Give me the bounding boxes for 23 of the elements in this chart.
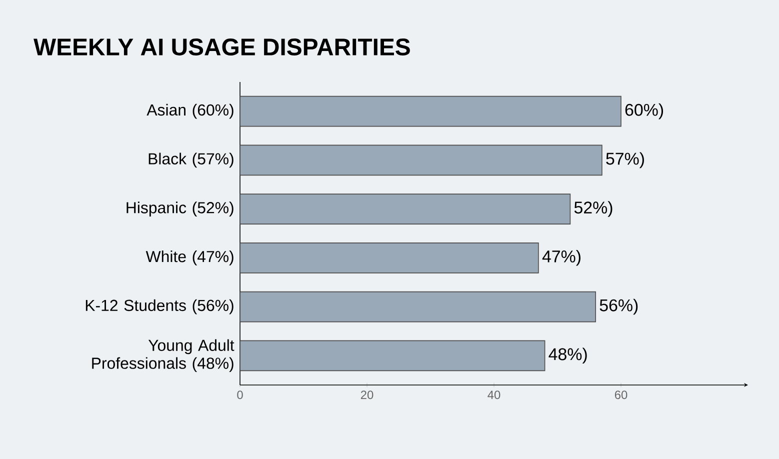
y-tick-label: K-12 Students (56%) bbox=[86, 299, 234, 314]
data-label: 60%) bbox=[625, 103, 664, 120]
data-label: 56%) bbox=[600, 298, 638, 315]
data-label: 52%) bbox=[574, 201, 612, 217]
bar bbox=[240, 96, 622, 127]
y-tick-label: Asian (60%) bbox=[146, 104, 234, 119]
data-label: 47%) bbox=[542, 250, 580, 266]
y-tick-label: Young Adult Professionals (48%) bbox=[92, 339, 234, 372]
bar bbox=[240, 291, 596, 322]
bar bbox=[240, 242, 539, 274]
y-tick-label: Hispanic (52%) bbox=[126, 202, 234, 216]
data-label: 48%) bbox=[548, 348, 587, 364]
bar bbox=[240, 340, 546, 372]
data-label: 57%) bbox=[606, 152, 644, 168]
x-tick-label: 0 bbox=[237, 390, 243, 400]
x-tick-label: 20 bbox=[360, 390, 374, 400]
chart-title: WEEKLY AI USAGE DISPARITIES bbox=[34, 38, 410, 56]
x-tick-label: 40 bbox=[488, 390, 500, 400]
y-tick-label: Black (57%) bbox=[148, 152, 234, 168]
y-tick-label: White (47%) bbox=[146, 250, 234, 266]
bar bbox=[240, 194, 571, 224]
bar bbox=[240, 144, 602, 176]
x-tick-label: 60 bbox=[614, 390, 628, 400]
